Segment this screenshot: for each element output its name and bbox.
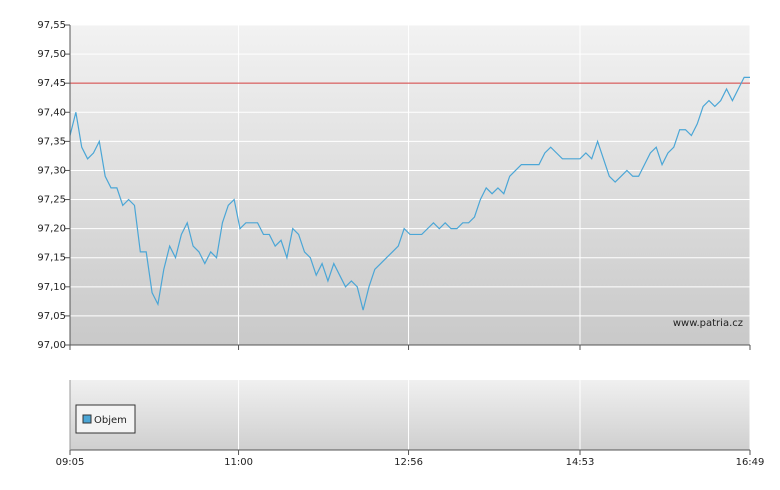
y-tick-label: 97,05 — [37, 311, 66, 322]
volume-panel — [70, 380, 750, 450]
y-tick-label: 97,30 — [37, 165, 66, 176]
y-tick-label: 97,10 — [37, 282, 66, 293]
x-tick-label: 16:49 — [736, 457, 765, 468]
x-tick-label: 14:53 — [566, 457, 595, 468]
y-tick-label: 97,15 — [37, 253, 66, 264]
y-tick-label: 97,45 — [37, 78, 66, 89]
y-tick-label: 97,50 — [37, 49, 66, 60]
x-tick-label: 12:56 — [394, 457, 423, 468]
price-line — [69, 76, 750, 311]
y-tick-label: 97,35 — [37, 136, 66, 147]
price-panel — [70, 25, 750, 345]
y-tick-label: 97,55 — [37, 20, 66, 31]
x-tick-label: 11:00 — [224, 457, 253, 468]
legend-label: Objem — [94, 415, 127, 426]
y-tick-label: 97,20 — [37, 224, 66, 235]
y-tick-label: 97,00 — [37, 340, 66, 351]
x-tick-label: 09:05 — [56, 457, 85, 468]
legend-swatch — [82, 414, 92, 424]
y-tick-label: 97,25 — [37, 195, 66, 206]
watermark: www.patria.cz — [673, 318, 743, 329]
y-tick-label: 97,40 — [37, 107, 66, 118]
